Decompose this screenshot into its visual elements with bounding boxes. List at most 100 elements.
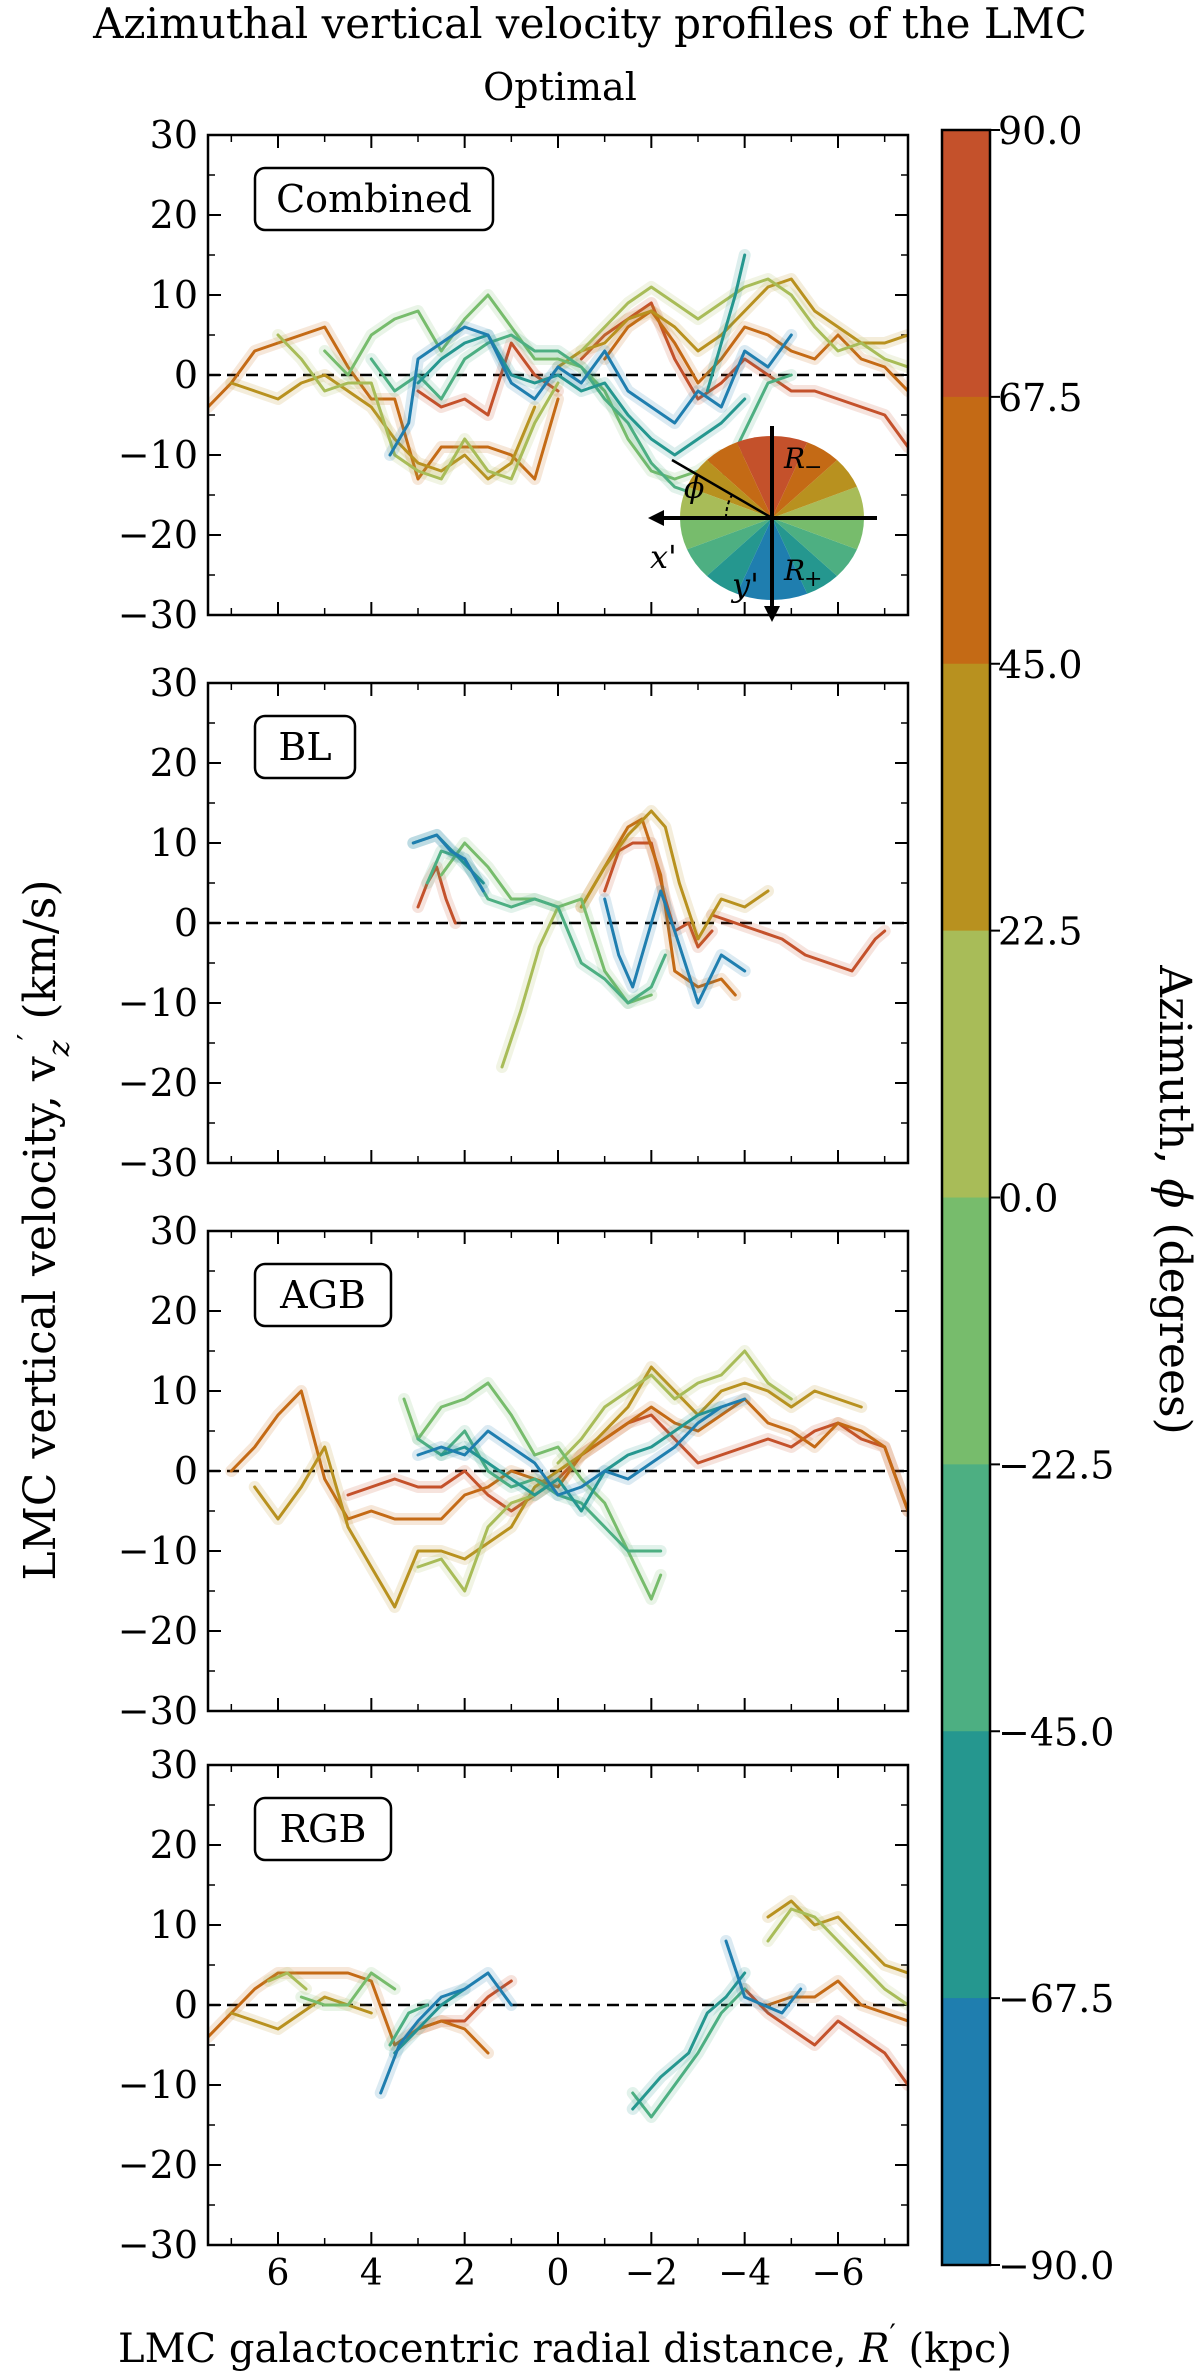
colorbar-bin (942, 1731, 990, 1999)
x-tick-label: 6 (267, 2253, 290, 2294)
colorbar-bin (942, 130, 990, 398)
inset-y-label: y' (730, 566, 759, 604)
y-tick-label: 0 (174, 1983, 198, 2027)
y-tick-label: 30 (150, 1209, 198, 1253)
inset-wedge (772, 442, 838, 518)
colorbar-tick-label: 90.0 (998, 109, 1083, 153)
colorbar-tick-label: 67.5 (998, 376, 1083, 420)
series-line (416, 341, 560, 417)
series-line (579, 301, 908, 449)
colorbar: 90.0 67.5 45.0 22.5 0.0 −22.5 −45.0 −67.5 −90.0 (940, 109, 1114, 2288)
inset-wedge (736, 435, 772, 518)
series-line (603, 309, 908, 393)
colorbar-tick-label: −45.0 (998, 1710, 1114, 1754)
inset-r-plus-sub: + (804, 567, 822, 592)
y-tick-label: −30 (118, 2223, 198, 2267)
series-line (603, 889, 747, 1005)
series-group (208, 249, 908, 501)
y-tick-label: −10 (118, 2063, 198, 2107)
series-line (416, 1397, 747, 1497)
series-group (407, 805, 891, 1073)
y-tick-label: 10 (150, 1903, 198, 1947)
series-line (388, 2003, 429, 2047)
series-line (766, 1907, 908, 2007)
y-tick-label: 0 (174, 901, 198, 945)
series-line (388, 325, 793, 457)
series-line (379, 1971, 513, 2095)
y-axis-label: LMC vertical velocity, vz′ (km/s) (12, 880, 77, 1581)
inset-wedge (772, 518, 864, 550)
series-line (631, 1971, 747, 2111)
panels: 3020100−10−20−30Combined3020100−10−20−30… (118, 113, 910, 2294)
inset-wedge (772, 435, 808, 518)
colorbar-tick-label: 0.0 (998, 1177, 1058, 1221)
series-line (556, 277, 908, 369)
inset-phi-label: ϕ (684, 471, 704, 506)
y-tick-label: 20 (150, 1289, 198, 1333)
inset-wedge (680, 518, 772, 550)
axes-frame (206, 1763, 910, 2247)
x-tick-label: 2 (453, 2253, 476, 2294)
y-tick-label: 10 (150, 1369, 198, 1413)
series-line (579, 809, 770, 941)
x-tick-label: −4 (718, 2253, 771, 2294)
y-tick-label: 20 (150, 1823, 198, 1867)
inset-wedge (706, 518, 772, 594)
colorbar-bin (942, 1197, 990, 1465)
colorbar-bin (942, 1998, 990, 2266)
inset-phi-arc (724, 494, 733, 519)
inset-wedge (687, 518, 772, 576)
y-tick-label: 20 (150, 193, 198, 237)
inset-phi-line (671, 458, 773, 520)
inset-wedge (706, 442, 772, 518)
inset-y-arrowhead (764, 606, 780, 622)
inset-r-minus-label: R (783, 442, 805, 475)
inset-wedge (687, 460, 772, 518)
colorbar-tick-label: 45.0 (998, 643, 1083, 687)
colorbar-tick-label: −22.5 (998, 1443, 1114, 1487)
series-line (631, 1987, 747, 2119)
x-tick-label: −2 (625, 2253, 678, 2294)
y-tick-label: 10 (150, 273, 198, 317)
x-axis-label: LMC galactocentric radial distance, R′ (… (118, 2318, 1012, 2372)
y-tick-label: 10 (150, 821, 198, 865)
series-line (556, 1349, 793, 1465)
y-tick-label: 20 (150, 741, 198, 785)
series-line (416, 333, 747, 457)
y-tick-label: 30 (150, 1743, 198, 1787)
y-tick-label: 0 (174, 353, 198, 397)
series-line (276, 333, 560, 481)
panel-label: RGB (280, 1807, 367, 1851)
inset-r-minus-sub: − (804, 455, 822, 480)
series-line (579, 817, 737, 997)
axes-frame (206, 133, 910, 617)
y-tick-label: −10 (118, 1529, 198, 1573)
series-line (267, 1971, 308, 1991)
colorbar-tick-label: −90.0 (998, 2244, 1114, 2288)
y-tick-label: 0 (174, 1449, 198, 1493)
panel-label: Combined (276, 177, 472, 221)
series-band (208, 1967, 494, 2059)
series-line (208, 1971, 490, 2055)
series-line (500, 905, 560, 1069)
y-tick-label: 30 (150, 661, 198, 705)
y-tick-label: −30 (118, 1141, 198, 1185)
inset-wedge (772, 486, 865, 518)
series-line (724, 1939, 803, 2015)
series-line (743, 1987, 908, 2087)
panel-label-box (253, 714, 357, 780)
inset-wedge (772, 518, 808, 601)
inset-wedge (772, 460, 857, 518)
figure-subtitle: Optimal (483, 65, 637, 109)
series-line (705, 253, 747, 393)
series-line (411, 833, 485, 893)
panel-bl: 30 20 10 0 −10 −20 −30 BL (118, 661, 910, 1185)
series-line (416, 865, 457, 925)
inset-wedge (772, 518, 838, 594)
panel-label: AGB (279, 1273, 366, 1317)
panel-label: BL (278, 725, 331, 769)
series-line (299, 1971, 397, 2007)
x-tick-label: 0 (547, 2253, 570, 2294)
colorbar-tick-label: 22.5 (998, 910, 1083, 954)
